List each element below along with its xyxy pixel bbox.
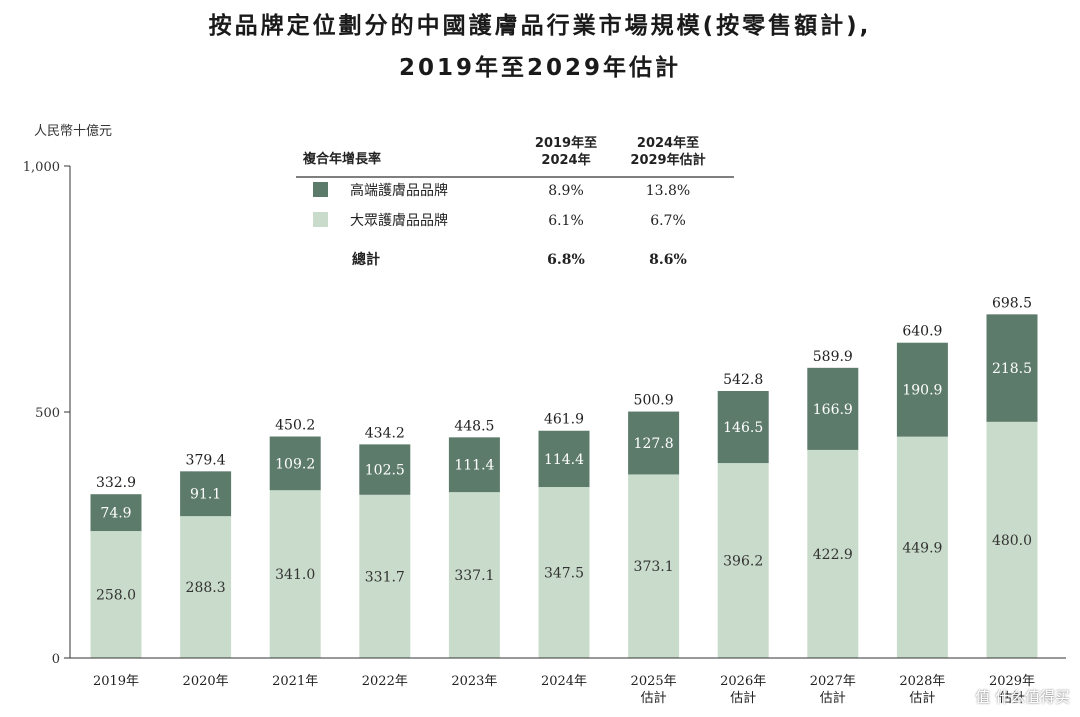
data-label-total: 640.9 bbox=[902, 324, 942, 340]
x-tick-label: 2029年 bbox=[989, 674, 1035, 689]
x-tick-label: 2021年 bbox=[272, 674, 318, 689]
y-axis-label: 人民幣十億元 bbox=[34, 123, 112, 139]
data-label-total: 461.9 bbox=[544, 412, 584, 428]
y-tick-label: 500 bbox=[35, 406, 60, 421]
legend-swatch-premium bbox=[313, 182, 328, 197]
cagr-header-label: 複合年增長率 bbox=[302, 151, 381, 167]
data-label-premium: 111.4 bbox=[454, 458, 494, 474]
y-tick-label: 1,000 bbox=[23, 160, 60, 175]
x-tick-label: 2024年 bbox=[541, 674, 587, 689]
cagr-col1-header: 2019年至 bbox=[535, 135, 597, 151]
x-tick-label: 2027年 bbox=[810, 674, 856, 689]
cagr-row-total-label: 總計 bbox=[352, 251, 380, 268]
bar-segment-mass bbox=[448, 492, 500, 658]
cagr-value-2019-2024: 6.8% bbox=[547, 252, 585, 268]
data-label-premium: 166.9 bbox=[813, 402, 853, 418]
chart-title-line1: 按品牌定位劃分的中國護膚品行業市場規模(按零售額計), bbox=[208, 13, 872, 39]
cagr-col2-header: 2024年至 bbox=[637, 135, 699, 151]
bar-segment-mass bbox=[896, 436, 948, 658]
bar-segment-mass bbox=[359, 494, 411, 658]
data-label-mass: 331.7 bbox=[365, 569, 405, 585]
bar-segment-mass bbox=[90, 531, 142, 658]
bar-segment-mass bbox=[717, 463, 769, 658]
data-label-mass: 422.9 bbox=[813, 547, 853, 563]
bar-segment-premium bbox=[359, 444, 411, 495]
bar-segment-premium bbox=[628, 411, 680, 475]
data-label-premium: 127.8 bbox=[634, 436, 674, 452]
data-label-mass: 288.3 bbox=[186, 580, 226, 596]
bar-segment-mass bbox=[986, 421, 1038, 658]
data-label-total: 542.8 bbox=[723, 372, 763, 388]
data-label-premium: 190.9 bbox=[902, 383, 942, 399]
data-label-premium: 114.4 bbox=[544, 452, 584, 468]
cagr-value-2024-2029: 13.8% bbox=[646, 183, 690, 199]
data-label-mass: 396.2 bbox=[723, 554, 763, 570]
cagr-value-2024-2029: 8.6% bbox=[649, 252, 687, 268]
cagr-col1-header: 2024年 bbox=[541, 152, 590, 168]
bar-segment-mass bbox=[269, 490, 321, 658]
data-label-premium: 91.1 bbox=[190, 487, 221, 503]
x-tick-label: 2028年 bbox=[899, 674, 945, 689]
x-tick-label: 2022年 bbox=[362, 674, 408, 689]
bar-segment-mass bbox=[180, 516, 232, 658]
data-label-mass: 347.5 bbox=[544, 566, 584, 582]
data-label-premium: 109.2 bbox=[275, 456, 315, 472]
data-label-total: 500.9 bbox=[634, 393, 674, 409]
x-tick-label: 估計 bbox=[909, 690, 935, 706]
x-tick-label: 2023年 bbox=[451, 674, 497, 689]
data-label-premium: 146.5 bbox=[723, 420, 763, 436]
y-tick-label: 0 bbox=[52, 652, 60, 667]
bar-segment-mass bbox=[538, 487, 590, 658]
data-label-total: 379.4 bbox=[186, 452, 226, 468]
x-tick-label: 2019年 bbox=[93, 674, 139, 689]
x-tick-label: 估計 bbox=[820, 690, 846, 706]
data-label-total: 332.9 bbox=[96, 475, 136, 491]
x-tick-label: 2025年 bbox=[631, 674, 677, 689]
legend-swatch-mass bbox=[313, 212, 328, 227]
chart-title-line2: 2019年至2029年估計 bbox=[398, 55, 682, 81]
cagr-value-2019-2024: 8.9% bbox=[548, 183, 584, 199]
bar-segment-premium bbox=[896, 342, 948, 437]
data-label-total: 450.2 bbox=[275, 418, 315, 434]
data-label-mass: 373.1 bbox=[634, 559, 674, 575]
cagr-value-2024-2029: 6.7% bbox=[650, 213, 686, 229]
watermark: 值 什么值得买 bbox=[975, 688, 1070, 706]
cagr-value-2019-2024: 6.1% bbox=[548, 213, 584, 229]
x-tick-label: 估計 bbox=[641, 690, 667, 706]
bar-segment-premium bbox=[90, 494, 142, 532]
bar-segment-premium bbox=[807, 367, 859, 450]
bar-segment-mass bbox=[807, 449, 859, 658]
data-label-mass: 341.0 bbox=[275, 567, 315, 583]
legend-label: 大眾護膚品品牌 bbox=[350, 212, 448, 229]
bar-segment-premium bbox=[986, 314, 1038, 422]
bar-segment-premium bbox=[269, 436, 321, 491]
bar-segment-premium bbox=[717, 390, 769, 464]
x-tick-label: 估計 bbox=[730, 690, 756, 706]
bar-segment-mass bbox=[628, 474, 680, 658]
data-label-total: 698.5 bbox=[992, 295, 1032, 311]
bar-segment-premium bbox=[538, 430, 590, 488]
cagr-col2-header: 2029年估計 bbox=[630, 152, 705, 168]
bar-segment-premium bbox=[448, 437, 500, 493]
data-label-mass: 449.9 bbox=[902, 540, 942, 556]
data-label-premium: 74.9 bbox=[100, 506, 131, 522]
data-label-mass: 480.0 bbox=[992, 533, 1032, 549]
x-tick-label: 估計 bbox=[999, 690, 1025, 706]
data-label-premium: 102.5 bbox=[365, 463, 405, 479]
bar-segment-premium bbox=[180, 471, 232, 517]
data-label-total: 589.9 bbox=[813, 349, 853, 365]
x-tick-label: 2026年 bbox=[720, 674, 766, 689]
data-label-mass: 337.1 bbox=[454, 568, 494, 584]
x-tick-label: 2020年 bbox=[183, 674, 229, 689]
data-label-premium: 218.5 bbox=[992, 361, 1032, 377]
data-label-mass: 258.0 bbox=[96, 588, 136, 604]
legend-label: 高端護膚品品牌 bbox=[350, 182, 448, 199]
data-label-total: 434.2 bbox=[365, 425, 405, 441]
data-label-total: 448.5 bbox=[454, 418, 494, 434]
